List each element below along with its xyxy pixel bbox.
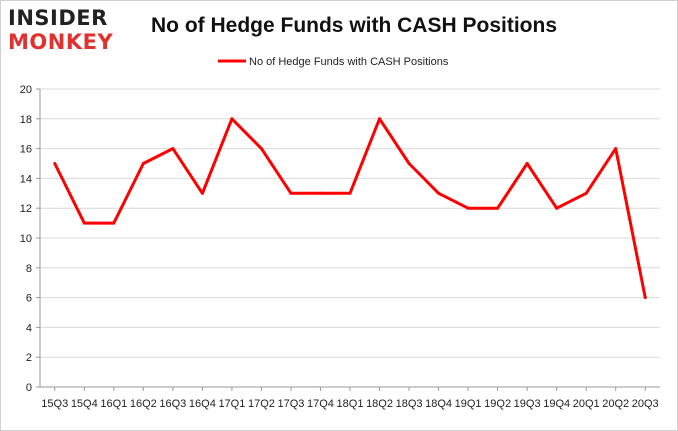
x-tick-label: 16Q2 bbox=[130, 398, 157, 410]
x-tick-label: 18Q4 bbox=[425, 398, 452, 410]
y-tick-label: 12 bbox=[20, 203, 32, 215]
data-point bbox=[378, 117, 382, 121]
x-tick-label: 16Q4 bbox=[189, 398, 216, 410]
y-tick-label: 6 bbox=[26, 293, 32, 305]
data-point bbox=[643, 296, 647, 300]
x-tick-label: 17Q3 bbox=[277, 398, 304, 410]
x-tick-label: 17Q4 bbox=[307, 398, 334, 410]
y-tick-label: 16 bbox=[20, 144, 32, 156]
legend: No of Hedge Funds with CASH Positions bbox=[218, 56, 449, 68]
y-tick-label: 18 bbox=[20, 114, 32, 126]
x-tick-label: 17Q2 bbox=[248, 398, 275, 410]
chart-title: No of Hedge Funds with CASH Positions bbox=[151, 14, 557, 37]
data-point bbox=[112, 221, 116, 225]
data-point bbox=[348, 191, 352, 195]
y-tick-label: 2 bbox=[26, 352, 32, 364]
x-axis-ticks: 15Q3 15Q4 16Q1 16Q2 16Q3 16Q4 17Q1 17Q2 17Q3 17Q4… bbox=[41, 387, 659, 410]
data-point bbox=[525, 162, 529, 165]
data-point bbox=[437, 191, 441, 195]
x-tick-label: 19Q3 bbox=[514, 398, 541, 410]
data-point bbox=[407, 162, 411, 165]
x-tick-label: 15Q4 bbox=[71, 398, 98, 410]
data-point bbox=[53, 162, 57, 165]
data-point bbox=[318, 191, 322, 195]
logo-line-2: MONKEY bbox=[8, 30, 114, 54]
data-point bbox=[200, 191, 204, 195]
x-tick-label: 20Q1 bbox=[573, 398, 600, 410]
x-tick-label: 20Q2 bbox=[602, 398, 629, 410]
y-axis-ticks: 0 2 4 6 8 10 12 14 16 18 20 bbox=[20, 84, 40, 394]
x-tick-label: 20Q3 bbox=[632, 398, 659, 410]
insider-monkey-logo: INSIDER MONKEY bbox=[6, 6, 128, 58]
x-tick-label: 19Q1 bbox=[455, 398, 482, 410]
x-tick-label: 19Q2 bbox=[484, 398, 511, 410]
y-tick-label: 20 bbox=[20, 84, 32, 96]
x-tick-label: 19Q4 bbox=[543, 398, 570, 410]
data-point bbox=[289, 191, 293, 195]
legend-label: No of Hedge Funds with CASH Positions bbox=[249, 56, 449, 68]
data-point bbox=[141, 162, 145, 165]
y-tick-label: 10 bbox=[20, 233, 32, 245]
y-tick-label: 4 bbox=[26, 322, 32, 334]
y-tick-label: 14 bbox=[20, 173, 32, 185]
series-group bbox=[53, 117, 647, 300]
data-point bbox=[496, 206, 500, 210]
x-tick-label: 16Q3 bbox=[159, 398, 186, 410]
x-tick-label: 18Q3 bbox=[396, 398, 423, 410]
data-point bbox=[259, 147, 263, 151]
logo-line-1: INSIDER bbox=[8, 6, 108, 30]
x-tick-label: 17Q1 bbox=[218, 398, 245, 410]
data-point bbox=[82, 221, 86, 225]
data-point bbox=[230, 117, 234, 121]
y-tick-label: 0 bbox=[26, 382, 32, 394]
x-tick-label: 18Q1 bbox=[337, 398, 364, 410]
grid-lines bbox=[39, 88, 660, 388]
data-point bbox=[584, 191, 588, 195]
data-point bbox=[555, 206, 559, 210]
y-tick-label: 8 bbox=[26, 263, 32, 275]
x-tick-label: 18Q2 bbox=[366, 398, 393, 410]
data-point bbox=[171, 147, 175, 151]
x-tick-label: 15Q3 bbox=[41, 398, 68, 410]
x-tick-label: 16Q1 bbox=[100, 398, 127, 410]
data-point bbox=[614, 147, 618, 151]
data-point bbox=[466, 206, 470, 210]
